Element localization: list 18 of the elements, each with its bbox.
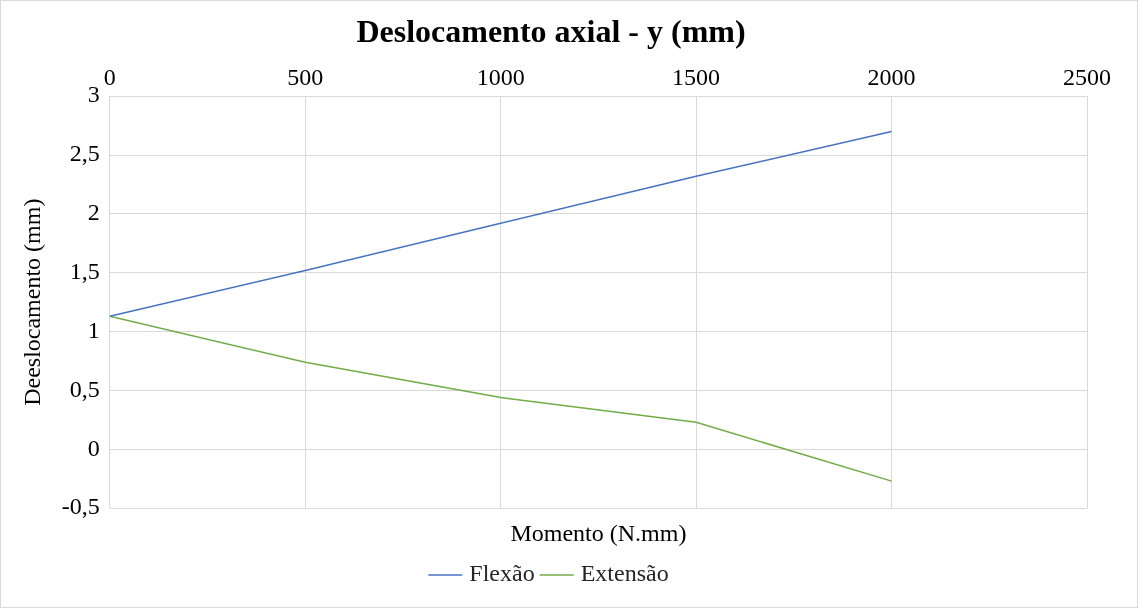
x-tick-label: 1500	[672, 64, 721, 91]
x-tick-label: 2000	[867, 64, 916, 91]
x-tick-label: 500	[287, 64, 324, 91]
legend-label: Flexão	[469, 560, 535, 587]
y-tick-label: 3	[87, 81, 100, 108]
y-tick-label: 1,5	[69, 258, 100, 285]
chart-title: Deslocamento axial - y (mm)	[356, 13, 746, 50]
y-tick-label: 0	[87, 434, 100, 461]
y-tick-label: 0,5	[69, 375, 100, 402]
y-tick-label: 2	[87, 199, 100, 226]
x-tick-label: 1000	[476, 64, 525, 91]
x-axis-title: Momento (N.mm)	[510, 519, 687, 546]
y-tick-label: -0,5	[61, 493, 100, 520]
legend-label: Extensão	[580, 560, 669, 587]
y-axis-title: Deeslocamento (mm)	[18, 198, 45, 406]
y-tick-label: 1	[87, 316, 100, 343]
y-tick-label: 2,5	[69, 140, 100, 167]
x-tick-label: 2500	[1063, 64, 1111, 91]
